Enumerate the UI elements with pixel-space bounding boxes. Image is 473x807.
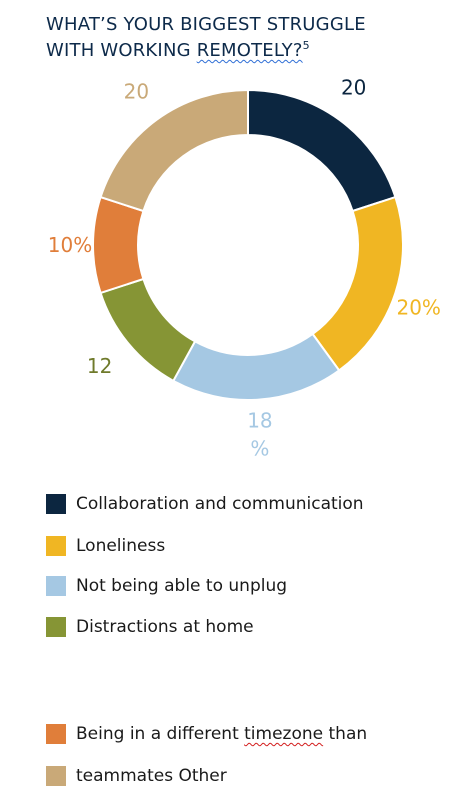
legend-item-loneliness: Loneliness <box>46 534 165 558</box>
slice-label-unplug-line-2: % <box>250 437 269 461</box>
donut-slice-timezone <box>92 195 145 295</box>
slice-label-timezone: 10% <box>48 233 92 257</box>
legend-label-loneliness: Loneliness <box>76 536 166 556</box>
chart-title: WHAT’S YOUR BIGGEST STRUGGLE WITH WORKIN… <box>46 12 446 64</box>
legend-swatch-timezone <box>46 724 66 744</box>
legend-swatch-unplug <box>46 576 66 596</box>
title-footnote-marker: 5 <box>302 39 310 52</box>
slice-label-loneliness-line-1: 20% <box>396 296 440 320</box>
title-underlined-word: REMOTELY? <box>196 40 303 61</box>
legend-item-distractions: Distractions at home <box>46 615 254 639</box>
title-line-2-prefix: WITH WORKING <box>46 40 197 61</box>
legend-item-other: teammates Other <box>46 764 227 788</box>
legend-swatch-collaboration <box>46 494 66 514</box>
donut-slice-other <box>99 88 249 213</box>
legend-label-timezone-flagged: timezone <box>244 724 324 744</box>
slice-label-other-line-1: 20 <box>124 79 149 103</box>
slice-label-other: 20 <box>124 79 149 103</box>
slice-label-collaboration: 20 <box>341 75 366 99</box>
legend-label-timezone-after: than <box>323 724 368 744</box>
donut-slice-distractions <box>99 277 197 383</box>
legend-label-unplug: Not being able to unplug <box>76 576 288 596</box>
slice-label-collaboration-line-1: 20 <box>341 75 366 99</box>
legend-label-timezone: Being in a different timezone than <box>76 724 367 744</box>
legend-item-collaboration: Collaboration and communication <box>46 492 364 516</box>
title-line-2: WITH WORKING REMOTELY?5 <box>46 38 446 64</box>
slice-label-unplug: 18% <box>247 409 272 461</box>
donut-chart: 20 20% 18 % 12 10% 20 <box>48 75 441 461</box>
slice-label-timezone-line-1: 10% <box>48 233 92 257</box>
legend-label-distractions: Distractions at home <box>76 617 254 637</box>
donut-slice-loneliness <box>311 195 404 372</box>
slice-label-distractions-line-1: 12 <box>87 354 112 378</box>
legend-swatch-distractions <box>46 617 66 637</box>
legend-item-timezone: Being in a different timezone than <box>46 722 367 746</box>
legend-swatch-loneliness <box>46 536 66 556</box>
slice-label-loneliness: 20% <box>396 296 440 320</box>
legend-label-other: teammates Other <box>76 766 227 786</box>
legend-swatch-other <box>46 766 66 786</box>
legend-label-collaboration: Collaboration and communication <box>76 494 364 514</box>
donut-slice-unplug <box>171 332 341 401</box>
title-line-1: WHAT’S YOUR BIGGEST STRUGGLE <box>46 14 366 35</box>
legend-item-unplug: Not being able to unplug <box>46 574 287 598</box>
donut-slice-collaboration <box>247 88 397 213</box>
slice-label-distractions: 12 <box>87 354 112 378</box>
legend-label-timezone-before: Being in a different <box>76 724 245 744</box>
slice-label-unplug-line-1: 18 <box>247 409 272 433</box>
